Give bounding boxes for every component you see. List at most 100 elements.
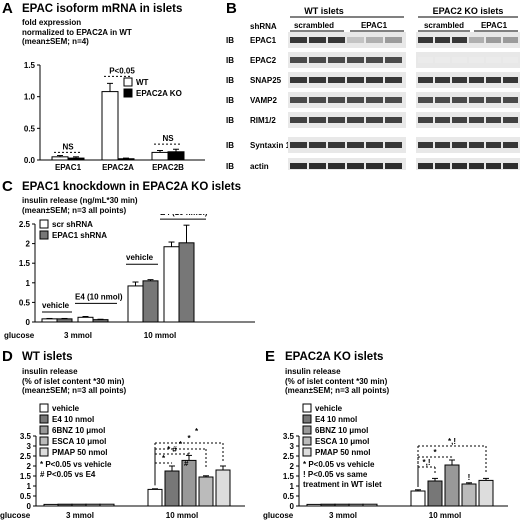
significance-label: * [195,427,199,436]
chart-a: 0.0 0.5 1.0 1.5 EPAC1 EPAC2A EPAC2B NS P<0.05 NS W… [24,61,205,172]
significance-label: * [162,454,166,463]
y-tick-label: 1.5 [24,61,36,70]
legend-label: E4 10 nmol [52,415,94,424]
blot-band [486,57,501,63]
blot-band [328,77,345,83]
blot-band [503,77,518,83]
legend-label: 6BNZ 10 μmol [52,426,105,435]
x-axis-label: glucose [4,331,35,340]
blot-band [503,57,518,63]
bar [163,246,180,323]
blot-membrane [416,72,520,88]
panel-letter-a: A [2,0,13,17]
blot-band [503,142,518,148]
blot-band [366,77,383,83]
treatment-label: E4 (10 nmol) [75,292,123,301]
panel-e-ylabel: insulin release (% of islet content *30 m… [285,367,389,396]
bar [348,503,364,507]
y-tick-label: 0.5 [283,492,295,501]
blot-band [418,97,433,103]
panel-e-ylabel-line: insulin release [285,367,341,376]
group-label: 3 mmol [329,511,357,520]
panel-a-ylabel-line: normalized to EPAC2A in WT [22,27,132,37]
legend-swatch [123,77,133,87]
bar [71,503,87,507]
legend-swatch [302,447,312,457]
blot-band [486,117,501,123]
blot-band [385,97,402,103]
bar [57,503,73,507]
blot-lane-label: EPAC1 [481,21,508,30]
y-tick-label: 1.0 [24,93,36,102]
blot-band [385,37,402,43]
blot-band [452,97,467,103]
y-tick-label: 0.5 [20,492,32,501]
significance-label: *,! [423,458,431,467]
panel-c-ylabel: insulin release (ng/mL*30 min) (mean±SEM;… [22,196,138,215]
blot-band [385,142,402,148]
y-tick-label: 3 [290,442,295,451]
bar [142,280,159,323]
legend-swatch [302,425,312,435]
legend-label: PMAP 50 nmol [52,448,107,457]
significance-label: *,! [448,437,456,446]
group-label: 10 mmol [429,511,461,520]
blot-band [418,117,433,123]
bar [478,479,494,507]
blot-ib-label: IB [226,162,234,170]
bar [306,503,322,507]
significance-label: NS [162,134,174,143]
blot-band [328,57,345,63]
blot-band [418,57,433,63]
significance-label: * [433,448,437,457]
panel-a-ylabel: fold expression normalized to EPAC2A in W… [22,18,132,47]
footnote: * P<0.05 vs vehicle [40,460,112,469]
y-tick-label: 1.5 [283,472,295,481]
blot-band [347,57,364,63]
blot-band [290,163,307,169]
y-tick-label: 0.0 [24,156,36,165]
chart-c: 0 0.5 1 1.5 2 2.5 vehicle E4 (10 nmol) vehicle E4… [4,214,255,340]
blot-band [347,117,364,123]
blot-band [309,37,326,43]
blot-band [309,57,326,63]
y-tick-label: 0.5 [24,124,36,133]
bar [410,490,426,507]
bar [320,503,336,507]
blot-lane-label: EPAC1 [361,21,388,30]
blot-band [452,77,467,83]
legend-label: ESCA 10 μmol [52,437,106,446]
blot-band [435,37,450,43]
bar [167,151,185,161]
bar [85,503,101,507]
blot-band [486,163,501,169]
panel-c-ylabel-line: (mean±SEM; n=3 all points) [22,205,127,215]
blot-band [328,142,345,148]
blot-band [309,142,326,148]
legend-swatch [302,414,312,424]
bar [67,157,85,161]
blot-band [366,117,383,123]
legend-label: EPAC1 shRNA [52,231,107,240]
blot-group-label: EPAC2 KO islets [433,6,504,16]
y-tick-label: 2.5 [19,220,31,229]
group-label: 10 mmol [144,331,176,340]
panel-c-title: EPAC1 knockdown in EPAC2A KO islets [22,181,241,193]
blot-band [347,77,364,83]
panel-d-title: WT islets [22,351,73,363]
blot-ib-label: IB [226,116,234,125]
blot-ib-label: IB [226,56,234,65]
blot-membrane [416,92,520,108]
legend-label: WT [136,78,149,87]
blot-band [328,117,345,123]
category-label: EPAC2A [102,163,134,172]
blot-band [347,97,364,103]
bar [198,476,214,507]
panel-e-ylabel-line: (mean±SEM; n=3 all points) [285,386,390,395]
blot-group-label: WT islets [304,6,344,16]
footnote: treatment in WT islet [303,480,382,489]
legend-label: vehicle [52,404,80,413]
panel-a-ylabel-line: fold expression [22,18,82,27]
blot-protein-label: EPAC2 [250,56,277,65]
blot-band [347,163,364,169]
